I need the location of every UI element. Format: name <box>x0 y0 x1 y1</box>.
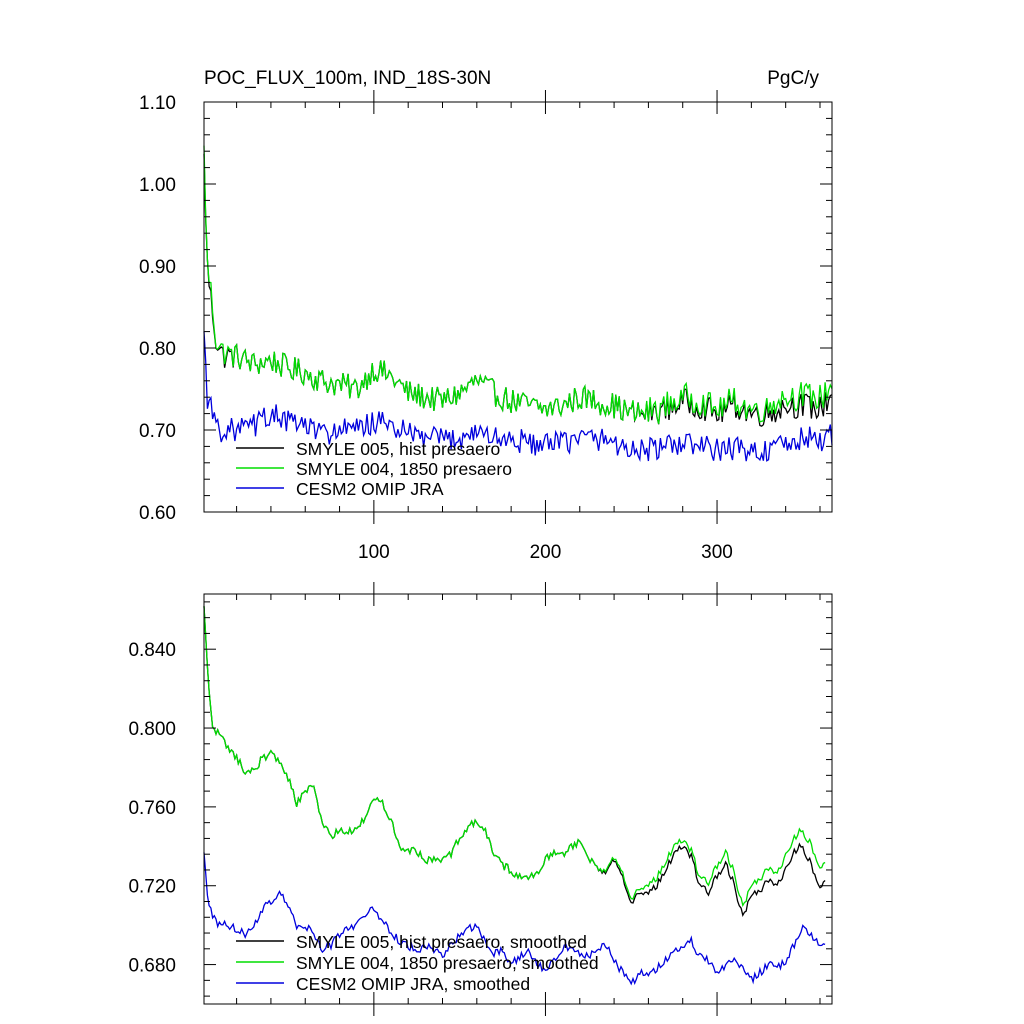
y-tick-label: 1.10 <box>139 93 176 114</box>
legend-label-1: SMYLE 005, hist presaero, smoothed <box>296 932 587 952</box>
series-line-1 <box>203 153 833 427</box>
top-series-layer <box>203 145 833 462</box>
series-line-3 <box>203 852 826 986</box>
y-tick-label: 0.680 <box>128 956 176 977</box>
legend-label-3: CESM2 OMIP JRA, smoothed <box>296 974 530 994</box>
legend-label-2: SMYLE 004, 1850 presaero, smoothed <box>296 953 599 973</box>
y-tick-label: 0.800 <box>128 719 176 740</box>
bottom-axes-layer: 0.680 0.720 0.760 0.800 0.840 <box>128 582 833 1016</box>
y-tick-label: 0.840 <box>128 640 176 661</box>
series-line-3 <box>203 331 833 462</box>
y-tick-label: 0.70 <box>139 421 176 442</box>
series-line-1 <box>203 606 826 917</box>
y-tick-label: 0.90 <box>139 257 176 278</box>
plot-frame <box>203 593 833 1005</box>
chart-title: POC_FLUX_100m, IND_18S-30N <box>204 68 491 89</box>
top-panel: POC_FLUX_100m, IND_18S-30N PgC/y 0.60 0.7… <box>139 68 833 563</box>
top-axes-layer: 0.60 0.70 0.80 0.90 1.00 1.10 100 200 300 <box>139 90 833 563</box>
legend-label-2: SMYLE 004, 1850 presaero <box>296 459 512 479</box>
legend-label-3: CESM2 OMIP JRA <box>296 479 444 499</box>
x-tick-label: 300 <box>701 542 733 563</box>
units-label: PgC/y <box>767 68 819 89</box>
series-line-2 <box>203 606 826 908</box>
x-tick-label: 100 <box>358 542 390 563</box>
plot-frame <box>203 101 833 513</box>
bottom-legend: SMYLE 005, hist presaero, smoothedSMYLE … <box>236 932 599 994</box>
y-tick-label: 1.00 <box>139 175 176 196</box>
x-tick-label: 200 <box>530 542 562 563</box>
bottom-panel: 0.680 0.720 0.760 0.800 0.840 SMYLE 005, his… <box>128 582 833 1016</box>
bottom-series-layer <box>203 606 826 986</box>
legend-label-1: SMYLE 005, hist presaero <box>296 439 500 459</box>
y-tick-label: 0.720 <box>128 877 176 898</box>
series-line-2 <box>203 145 833 424</box>
y-tick-label: 0.760 <box>128 798 176 819</box>
y-tick-label: 0.80 <box>139 339 176 360</box>
y-tick-label: 0.60 <box>139 503 176 524</box>
